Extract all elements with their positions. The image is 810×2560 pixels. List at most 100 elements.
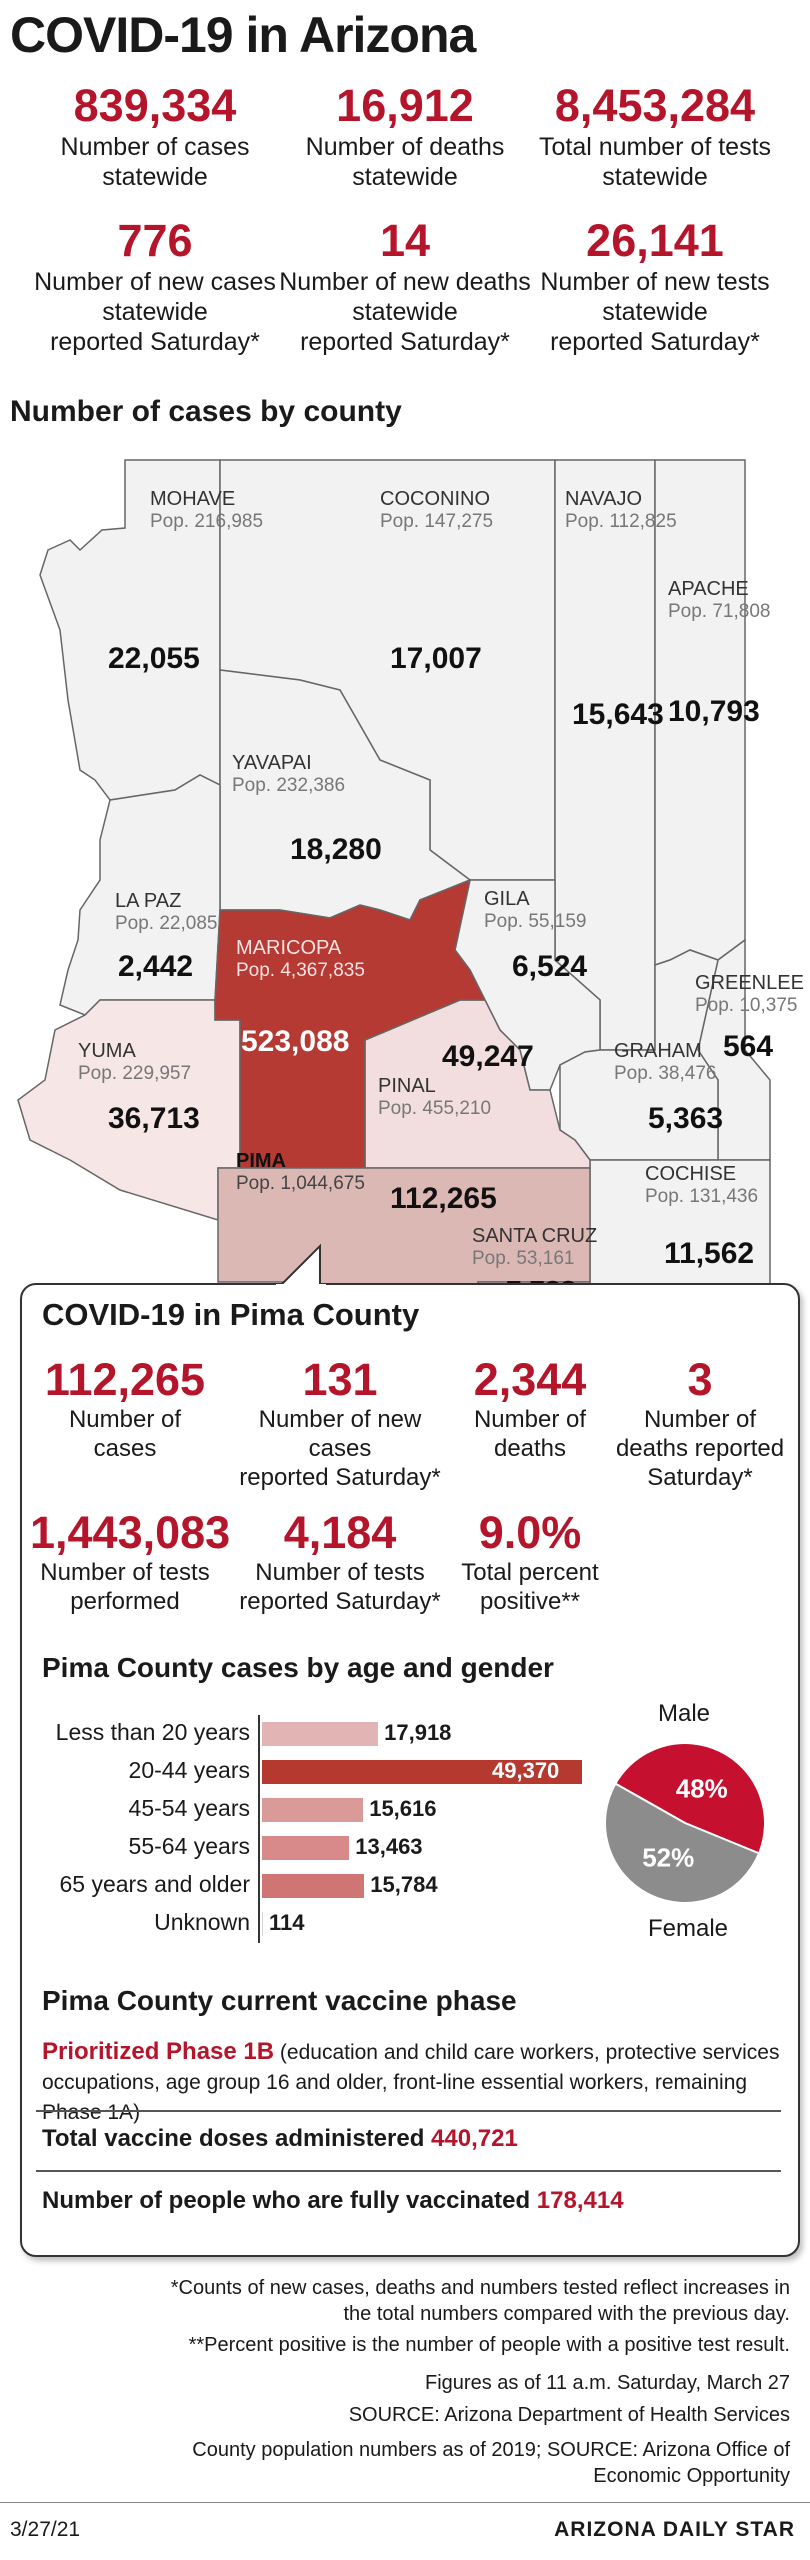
county-pop: Pop. 71,808 <box>668 601 771 622</box>
bar <box>262 1874 365 1898</box>
stat-label: Number of <box>643 1406 757 1433</box>
label-graham: GRAHAM Pop. 38,476 <box>614 1040 716 1085</box>
county-name: MOHAVE <box>150 488 236 510</box>
bar-value-label: 17,918 <box>384 1720 452 1745</box>
bar-value-label: 15,784 <box>370 1872 438 1897</box>
county-name: SANTA CRUZ <box>472 1225 598 1247</box>
vaccine-phase: Prioritized Phase 1B (education and chil… <box>42 2037 792 2128</box>
stat-label: statewide <box>602 163 708 191</box>
label-santa-cruz: SANTA CRUZ Pop. 53,161 <box>472 1225 597 1270</box>
source-adhs: SOURCE: Arizona Department of Health Ser… <box>348 2404 790 2426</box>
county-maricopa <box>214 878 487 1169</box>
county-pop: Pop. 1,044,675 <box>236 1173 365 1194</box>
bar <box>262 1798 364 1822</box>
bar-category-label: 65 years and older <box>59 1871 250 1897</box>
stat-value: 4,184 <box>283 1507 397 1558</box>
stat-value: 1,443,083 <box>30 1507 231 1558</box>
map-title: Number of cases by county <box>10 395 402 428</box>
stat-label: deaths <box>493 1435 567 1462</box>
county-pop: Pop. 147,275 <box>380 511 494 532</box>
stat-value: 112,265 <box>44 1354 206 1405</box>
callout-pointer <box>276 1243 326 1290</box>
pie-value-label: 52% <box>642 1843 694 1873</box>
bar-category-label: 55-64 years <box>128 1833 250 1859</box>
pima-stat-percent-positive: 9.0% Total percent positive** <box>455 1508 605 1616</box>
stat-value: 9.0% <box>478 1507 582 1558</box>
cases-pinal: 49,247 <box>442 1040 534 1073</box>
bar-value-label: 114 <box>269 1910 305 1935</box>
county-name: COCHISE <box>645 1163 737 1185</box>
bar-value-label: 13,463 <box>355 1834 423 1859</box>
stat-label: statewide <box>352 163 458 191</box>
vaccinated-value: 178,414 <box>536 2187 624 2214</box>
stat-label: statewide <box>602 298 708 326</box>
bar-category-label: Unknown <box>154 1909 250 1935</box>
bar-category-label: 20-44 years <box>128 1757 250 1783</box>
stat-label: reported Saturday* <box>239 1464 441 1491</box>
label-yavapai: YAVAPAI Pop. 232,386 <box>232 752 345 797</box>
stat-label: Number of new cases <box>34 268 276 296</box>
county-name: MARICOPA <box>236 937 342 959</box>
cases-graham: 5,363 <box>648 1102 724 1135</box>
cases-cochise: 11,562 <box>664 1237 755 1270</box>
county-pop: Pop. 455,210 <box>378 1098 492 1119</box>
county-pop: Pop. 22,085 <box>115 913 218 934</box>
stat-label: performed <box>70 1588 180 1615</box>
county-name: LA PAZ <box>115 890 182 912</box>
stat-label: Total percent <box>461 1559 599 1586</box>
label-greenlee: GREENLEE Pop. 10,375 <box>695 972 804 1017</box>
stat-cases: 839,334 Number of cases statewide <box>25 80 285 192</box>
stat-label: deaths reported <box>615 1435 785 1462</box>
stat-new-cases: 776 Number of new cases statewide report… <box>25 215 285 357</box>
county-pop: Pop. 53,161 <box>472 1248 575 1269</box>
label-mohave: MOHAVE Pop. 216,985 <box>150 488 263 533</box>
bar <box>262 1912 263 1936</box>
county-pop: Pop. 216,985 <box>150 511 264 532</box>
stat-value: 16,912 <box>336 80 474 131</box>
county-graham <box>559 949 719 1161</box>
stat-label: reported Saturday* <box>550 328 760 356</box>
doses-label: Total vaccine doses administered <box>42 2125 425 2152</box>
stat-label: Number of <box>473 1406 587 1433</box>
divider <box>36 2110 781 2112</box>
stat-label: reported Saturday* <box>300 328 510 356</box>
county-name: PIMA <box>236 1150 286 1172</box>
publisher-logo: ARIZONA DAILY STAR <box>554 2518 795 2541</box>
stat-label: Number of new tests <box>540 268 770 296</box>
age-bar-chart: Less than 20 years 17,918 20-44 years 49,37… <box>30 1715 590 1955</box>
stat-label: Number of tests <box>40 1559 210 1586</box>
county-name: COCONINO <box>380 488 490 510</box>
pima-stat-deaths: 2,344 Number of deaths <box>455 1355 605 1463</box>
pima-stat-new-deaths: 3 Number of deaths reported Saturday* <box>610 1355 790 1492</box>
stat-deaths: 16,912 Number of deaths statewide <box>275 80 535 192</box>
stat-label: cases <box>93 1435 157 1462</box>
stat-label: statewide <box>102 298 208 326</box>
stat-label: positive** <box>479 1588 581 1615</box>
pie-label-female: Female <box>648 1915 729 1942</box>
cases-pima: 112,265 <box>390 1182 497 1215</box>
cases-mohave: 22,055 <box>108 642 200 675</box>
label-yuma: YUMA Pop. 229,957 <box>78 1040 191 1085</box>
stat-value: 8,453,284 <box>554 80 756 131</box>
county-name: PINAL <box>378 1075 436 1097</box>
figures-as-of: Figures as of 11 a.m. Saturday, March 27 <box>425 2372 790 2394</box>
stat-value: 131 <box>302 1354 378 1405</box>
county-pop: Pop. 55,159 <box>484 911 587 932</box>
doses-row: Total vaccine doses administered 440,721 <box>42 2125 518 2153</box>
date-stamp: 3/27/21 <box>10 2518 81 2541</box>
stat-tests: 8,453,284 Total number of tests statewid… <box>525 80 785 192</box>
stat-label: Saturday* <box>647 1464 753 1491</box>
stat-label: Total number of tests <box>538 133 772 161</box>
county-name: YAVAPAI <box>232 752 312 774</box>
county-pop: Pop. 229,957 <box>78 1063 192 1084</box>
stat-new-tests: 26,141 Number of new tests statewide rep… <box>525 215 785 357</box>
cases-yavapai: 18,280 <box>290 833 382 866</box>
footnote-2: **Percent positive is the number of peop… <box>188 2334 790 2356</box>
county-pop: Pop. 232,386 <box>232 775 346 796</box>
county-name: YUMA <box>78 1040 136 1062</box>
county-pop: Pop. 131,436 <box>645 1186 759 1207</box>
label-cochise: COCHISE Pop. 131,436 <box>645 1163 758 1208</box>
label-apache: APACHE Pop. 71,808 <box>668 578 770 623</box>
label-pinal: PINAL Pop. 455,210 <box>378 1075 491 1120</box>
pima-stat-cases: 112,265 Number of cases <box>30 1355 220 1463</box>
